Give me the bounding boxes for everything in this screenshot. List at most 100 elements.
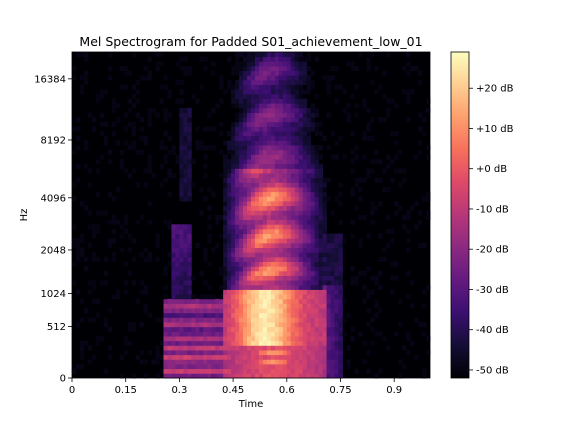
spectrogram-cell xyxy=(239,298,244,304)
spectrogram-cell xyxy=(274,201,280,207)
spectrogram-cell xyxy=(382,168,387,174)
spectrogram-cell xyxy=(79,238,85,244)
spectrogram-cell xyxy=(270,368,276,374)
spectrogram-cell xyxy=(251,317,256,323)
spectrogram-cell xyxy=(183,252,188,258)
spectrogram-cell xyxy=(266,191,272,197)
spectrogram-cell xyxy=(159,163,164,169)
spectrogram-cell xyxy=(175,326,180,332)
spectrogram-cell xyxy=(223,284,228,290)
spectrogram-cell xyxy=(187,163,192,169)
spectrogram-cell xyxy=(266,135,272,141)
spectrogram-cell xyxy=(243,322,248,328)
spectrogram-cell xyxy=(266,93,272,99)
spectrogram-cell xyxy=(338,312,343,318)
spectrogram-cell xyxy=(302,247,308,253)
spectrogram-cell xyxy=(187,317,192,323)
spectrogram-cell xyxy=(394,201,399,207)
spectrogram-cell xyxy=(239,364,244,370)
spectrogram-cell xyxy=(183,373,188,379)
spectrogram-cell xyxy=(290,140,296,146)
spectrogram-cell xyxy=(402,177,407,183)
spectrogram-cell xyxy=(231,242,236,248)
spectrogram-cell xyxy=(195,317,200,323)
spectrogram-cell xyxy=(258,56,264,62)
spectrogram-cell xyxy=(175,238,180,244)
spectrogram-cell xyxy=(426,145,431,151)
spectrogram-cell xyxy=(219,354,224,360)
spectrogram-cell xyxy=(167,322,172,328)
spectrogram-cell xyxy=(350,191,355,197)
spectrogram-cell xyxy=(239,182,244,188)
spectrogram-cell xyxy=(235,289,240,295)
spectrogram-cell xyxy=(346,61,351,67)
spectrogram-cell xyxy=(143,308,148,314)
spectrogram-cell xyxy=(262,196,268,202)
spectrogram-cell xyxy=(414,65,419,72)
spectrogram-cell xyxy=(266,159,272,165)
spectrogram-cell xyxy=(266,201,272,207)
spectrogram-cell xyxy=(314,219,320,225)
spectrogram-cell xyxy=(187,233,192,239)
spectrogram-cell xyxy=(318,350,323,356)
spectrogram-cell xyxy=(79,233,85,239)
spectrogram-cell xyxy=(382,256,387,262)
spectrogram-cell xyxy=(179,224,184,230)
spectrogram-cell xyxy=(119,84,125,90)
spectrogram-cell xyxy=(107,191,113,197)
spectrogram-cell xyxy=(278,117,284,123)
spectrogram-cell xyxy=(95,298,101,304)
spectrogram-cell xyxy=(99,89,105,95)
spectrogram-cell xyxy=(390,238,395,244)
spectrogram-cell xyxy=(322,294,327,300)
spectrogram-cell xyxy=(258,280,264,286)
spectrogram-cell xyxy=(318,256,323,262)
spectrogram-cell xyxy=(254,117,260,123)
spectrogram-cell xyxy=(318,359,323,365)
spectrogram-cell xyxy=(274,131,280,137)
spectrogram-cell xyxy=(290,75,296,81)
spectrogram-cell xyxy=(171,280,176,286)
spectrogram-cell xyxy=(163,368,168,374)
spectrogram-cell xyxy=(270,84,276,90)
spectrogram-cell xyxy=(203,247,208,253)
spectrogram-cell xyxy=(247,103,252,109)
spectrogram-cell xyxy=(314,121,320,127)
spectrogram-cell xyxy=(215,219,220,225)
spectrogram-cell xyxy=(231,233,236,239)
spectrogram-cell xyxy=(183,294,188,300)
spectrogram-cell xyxy=(282,364,288,370)
spectrogram-cell xyxy=(187,331,192,337)
spectrogram-cell xyxy=(378,270,383,276)
spectrogram-cell xyxy=(155,317,160,323)
spectrogram-cell xyxy=(247,331,252,337)
spectrogram-cell xyxy=(314,322,320,328)
spectrogram-cell xyxy=(235,317,240,323)
spectrogram-cell xyxy=(258,289,264,295)
spectrogram-cell xyxy=(270,191,276,197)
spectrogram-cell xyxy=(318,196,323,202)
spectrogram-cell xyxy=(374,149,379,155)
spectrogram-cell xyxy=(183,317,188,323)
spectrogram-cell xyxy=(235,298,240,304)
spectrogram-cell xyxy=(175,228,180,235)
spectrogram-cell xyxy=(262,368,268,374)
spectrogram-cell xyxy=(254,131,260,137)
spectrogram-cell xyxy=(286,308,292,314)
spectrogram-cell xyxy=(83,308,89,314)
spectrogram-cell xyxy=(258,224,264,230)
spectrogram-cell xyxy=(131,256,137,262)
spectrogram-cell xyxy=(235,303,240,309)
spectrogram-cell xyxy=(302,182,308,188)
spectrogram-cell xyxy=(79,89,85,95)
y-tick-label: 512 xyxy=(47,322,66,333)
spectrogram-cell xyxy=(254,177,260,183)
spectrogram-cell xyxy=(306,205,312,211)
spectrogram-cell xyxy=(310,173,316,179)
spectrogram-cell xyxy=(251,284,256,290)
spectrogram-cell xyxy=(239,354,244,360)
spectrogram-cell xyxy=(350,93,355,99)
spectrogram-cell xyxy=(322,191,327,197)
spectrogram-cell xyxy=(310,247,316,253)
spectrogram-cell xyxy=(314,294,320,300)
